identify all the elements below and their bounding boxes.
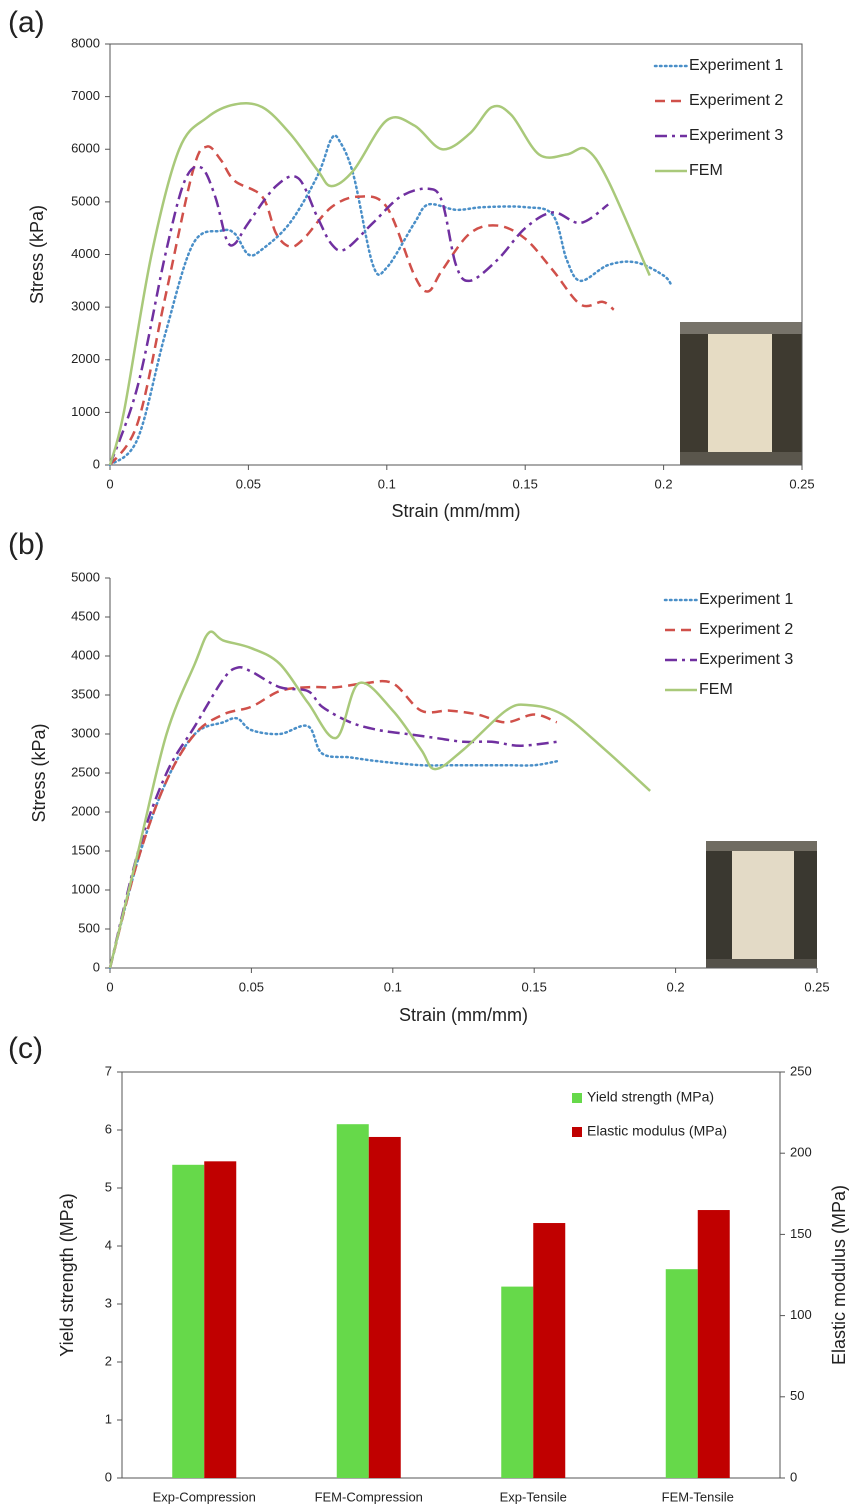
y2-tick-label: 150: [790, 1226, 812, 1241]
legend-label: Elastic modulus (MPa): [587, 1123, 727, 1139]
x-tick-label: FEM-Compression: [315, 1489, 423, 1504]
y-tick-label: 0: [93, 959, 100, 974]
x-tick-label: 0.25: [804, 979, 829, 994]
x-tick-label: Exp-Compression: [153, 1489, 256, 1504]
y-tick-label: 2500: [71, 764, 100, 779]
y-tick-label: 5: [105, 1179, 112, 1194]
x-tick-label: 0: [106, 476, 113, 491]
legend-swatch: [572, 1127, 582, 1137]
legend-label: Experiment 1: [699, 591, 793, 608]
panel-label: (b): [8, 528, 45, 561]
legend-label: Yield strength (MPa): [587, 1089, 714, 1105]
x-tick-label: 0.05: [239, 979, 264, 994]
x-tick-label: 0: [106, 979, 113, 994]
bar: [501, 1286, 534, 1478]
y2-tick-label: 100: [790, 1307, 812, 1322]
legend-swatch: [572, 1093, 582, 1103]
y-axis-title: Stress (kPa): [29, 723, 49, 822]
legend-label: Experiment 3: [689, 127, 783, 144]
y-tick-label: 4: [105, 1237, 112, 1252]
y-tick-label: 2000: [71, 803, 100, 818]
x-tick-label: 0.05: [236, 476, 261, 491]
bar: [697, 1210, 730, 1478]
y-tick-label: 0: [105, 1469, 112, 1484]
y-tick-label: 8000: [71, 35, 100, 50]
inset-photo-a: [680, 322, 802, 465]
legend-label: FEM: [689, 162, 723, 179]
y-tick-label: 1: [105, 1411, 112, 1426]
y-tick-label: 6: [105, 1121, 112, 1136]
y-axis-title: Stress (kPa): [27, 205, 47, 304]
x-tick-label: Exp-Tensile: [500, 1489, 567, 1504]
panel-label: (a): [8, 6, 45, 39]
y2-tick-label: 250: [790, 1063, 812, 1078]
y-axis-title: Yield strength (MPa): [57, 1193, 77, 1356]
series-line: [108, 679, 558, 969]
x-tick-label: 0.2: [655, 476, 673, 491]
y-tick-label: 3000: [71, 299, 100, 314]
y-tick-label: 500: [78, 920, 100, 935]
x-tick-label: 0.2: [667, 979, 685, 994]
bar: [172, 1164, 205, 1478]
y-tick-label: 3500: [71, 686, 100, 701]
y-axis-title: Elastic modulus (MPa): [829, 1185, 849, 1365]
x-tick-label: 0.25: [789, 476, 814, 491]
bar: [336, 1124, 369, 1478]
legend-label: Experiment 2: [699, 621, 793, 638]
y2-tick-label: 200: [790, 1145, 812, 1160]
panel-label: (c): [8, 1032, 43, 1065]
y-tick-label: 6000: [71, 141, 100, 156]
bar: [665, 1269, 698, 1478]
series-line: [108, 666, 557, 969]
y-tick-label: 4000: [71, 647, 100, 662]
x-tick-label: 0.15: [513, 476, 538, 491]
legend-label: Experiment 2: [689, 92, 783, 109]
x-tick-label: 0.1: [378, 476, 396, 491]
inset-photo-b: [706, 841, 817, 968]
series-line: [108, 630, 651, 969]
y-tick-label: 1500: [71, 842, 100, 857]
y-tick-label: 7000: [71, 88, 100, 103]
series-line: [108, 145, 615, 466]
y-tick-label: 5000: [71, 193, 100, 208]
y-tick-label: 2000: [71, 351, 100, 366]
y-tick-label: 1000: [71, 881, 100, 896]
y-tick-label: 2: [105, 1353, 112, 1368]
legend-label: Experiment 1: [689, 57, 783, 74]
series-line: [108, 165, 609, 466]
y-tick-label: 3: [105, 1295, 112, 1310]
y-tick-label: 0: [93, 456, 100, 471]
plot-frame: [121, 1071, 781, 1479]
x-tick-label: 0.1: [384, 979, 402, 994]
series-line: [108, 102, 651, 466]
x-tick-label: FEM-Tensile: [662, 1489, 734, 1504]
legend-label: FEM: [699, 681, 733, 698]
legend-label: Experiment 3: [699, 651, 793, 668]
series-line: [108, 716, 559, 970]
y-tick-label: 4000: [71, 246, 100, 261]
y-tick-label: 1000: [71, 404, 100, 419]
bar: [533, 1223, 566, 1478]
y2-tick-label: 50: [790, 1388, 804, 1403]
y-tick-label: 3000: [71, 725, 100, 740]
series-line: [108, 134, 674, 467]
y-tick-label: 4500: [71, 608, 100, 623]
x-tick-label: 0.15: [522, 979, 547, 994]
y-tick-label: 7: [105, 1063, 112, 1078]
bar: [204, 1161, 237, 1478]
x-axis-title: Strain (mm/mm): [392, 501, 521, 521]
y-tick-label: 5000: [71, 569, 100, 584]
y2-tick-label: 0: [790, 1469, 797, 1484]
x-axis-title: Strain (mm/mm): [399, 1005, 528, 1025]
bar: [368, 1136, 401, 1478]
